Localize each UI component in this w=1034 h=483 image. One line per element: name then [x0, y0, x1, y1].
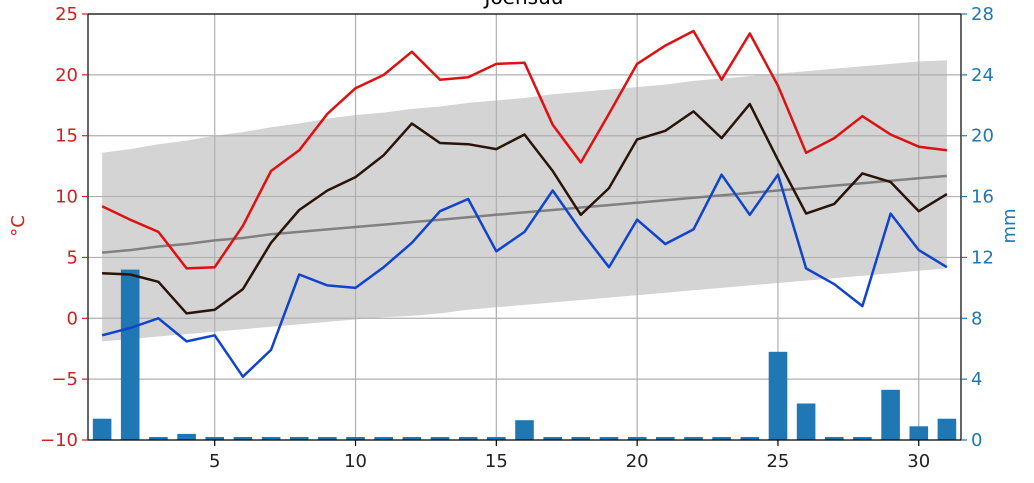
tick-layer: −10 −5 0 5 10 15 20 25 0 4 8 12 16 20 24 28 5 10 15 20 25 30	[40, 4, 994, 472]
precip-bar	[205, 437, 224, 440]
mean-temp-line	[102, 102, 948, 315]
precip-bar	[374, 437, 393, 440]
y-tick-label-right: 12	[971, 247, 994, 268]
y-tick-label-right: 24	[971, 65, 994, 86]
precip-bar	[740, 437, 760, 440]
precip-bar	[402, 437, 422, 440]
precip-bar	[430, 437, 450, 440]
precip-bar	[881, 389, 900, 440]
precip-bar	[233, 437, 253, 440]
precip-bar	[92, 418, 112, 440]
y-tick-label-left: −5	[51, 369, 78, 390]
x-tick-label: 20	[626, 451, 649, 472]
precip-bar	[853, 437, 872, 440]
max-temp-line	[101, 29, 948, 270]
x-tick-label: 15	[485, 451, 508, 472]
x-tick-label: 30	[907, 451, 930, 472]
precip-bar	[571, 437, 591, 440]
y-tick-label-left: 0	[67, 308, 78, 329]
precip-bar	[712, 437, 731, 440]
normal-mean-line	[101, 174, 948, 254]
precip-bar	[487, 437, 506, 440]
precip-bar	[177, 433, 196, 440]
y-tick-label-left: 10	[55, 187, 78, 208]
precip-bar	[120, 269, 140, 440]
precip-bar	[937, 418, 957, 440]
grid-layer	[88, 13, 961, 441]
y-tick-label-left: 5	[67, 247, 78, 268]
y-tick-label-right: 28	[971, 4, 994, 25]
x-tick-label: 5	[209, 451, 220, 472]
precip-bar	[543, 437, 562, 440]
precip-bar	[289, 437, 309, 440]
precip-bar	[458, 437, 478, 440]
precip-bar	[149, 437, 168, 440]
y-tick-label-left: 20	[55, 65, 78, 86]
precip-bar	[599, 437, 619, 440]
x-tick-label: 25	[766, 451, 789, 472]
y-tick-label-right: 0	[971, 430, 982, 451]
precip-bar	[318, 437, 337, 440]
precip-bar	[515, 420, 534, 440]
min-temp-line	[101, 173, 948, 378]
y-axis-label-right: mm	[999, 208, 1020, 243]
precip-bar	[346, 437, 365, 440]
precipitation-bars	[92, 269, 957, 440]
precip-bar	[796, 403, 816, 440]
y-axis-label-left: °C	[8, 215, 29, 237]
y-tick-label-left: 15	[55, 126, 78, 147]
precip-bar	[684, 437, 703, 440]
precip-bar	[261, 437, 281, 440]
chart-title: Joensuu	[483, 0, 564, 9]
precip-bar	[656, 437, 675, 440]
y-tick-label-right: 4	[971, 369, 982, 390]
temperature-lines	[101, 29, 948, 378]
precip-bar	[627, 437, 647, 440]
precip-bar	[909, 426, 929, 440]
plot-frame	[87, 13, 962, 441]
precip-bar	[825, 437, 844, 440]
y-tick-label-left: 25	[55, 4, 78, 25]
precip-bar	[768, 351, 788, 440]
y-tick-label-right: 20	[971, 126, 994, 147]
x-tick-label: 10	[344, 451, 367, 472]
y-tick-label-left: −10	[40, 430, 78, 451]
y-tick-label-right: 8	[971, 308, 982, 329]
y-tick-label-right: 16	[971, 187, 994, 208]
